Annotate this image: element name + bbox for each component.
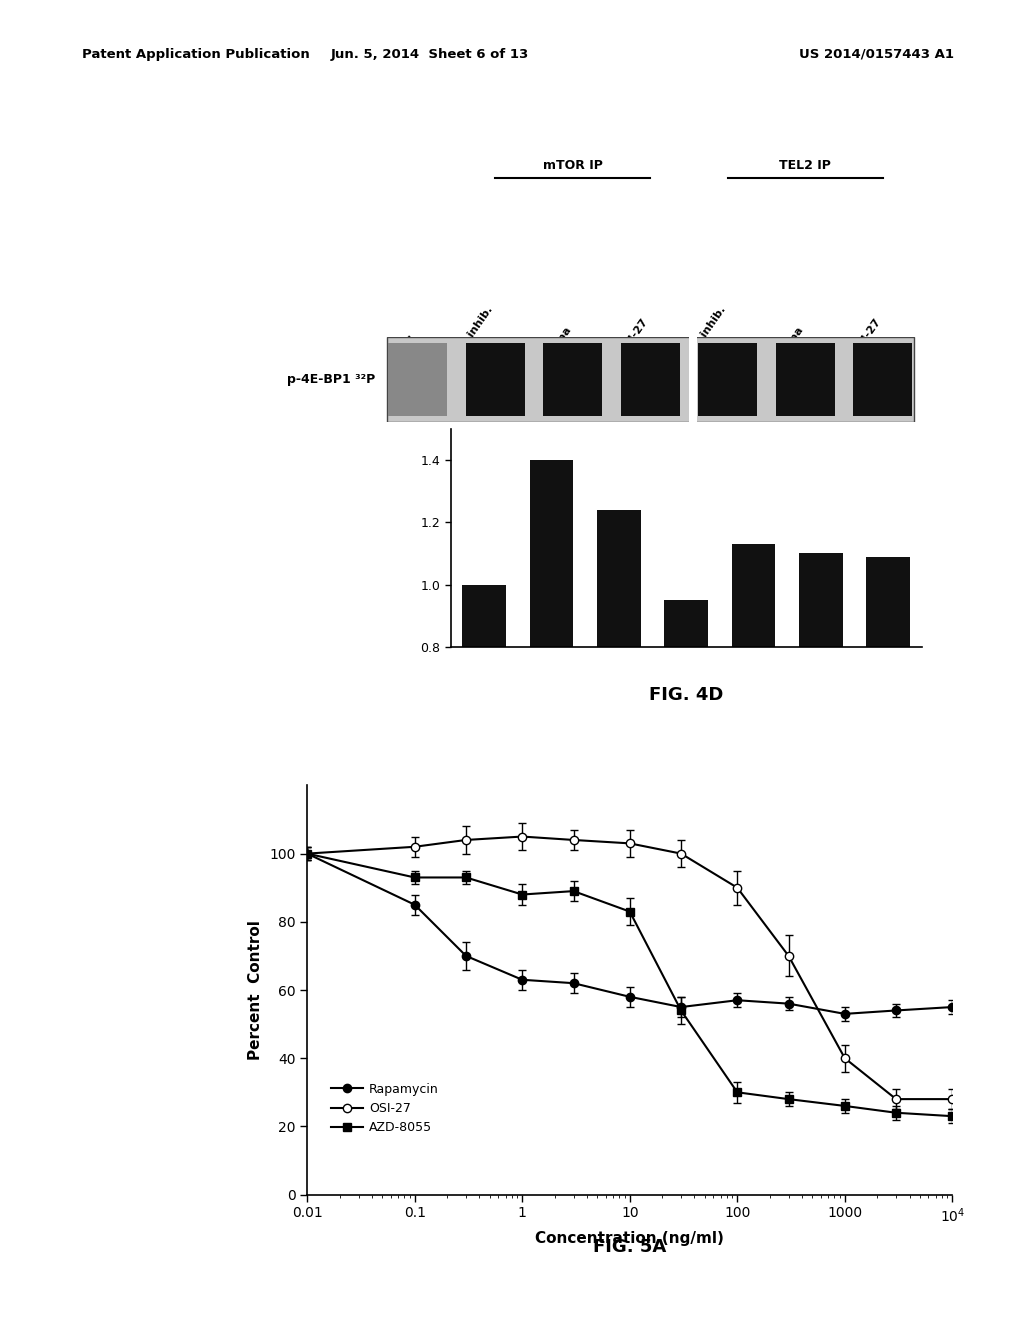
Bar: [689, 337, 696, 422]
Bar: [544, 343, 602, 416]
Text: Rapa: Rapa: [779, 325, 805, 356]
Text: Rapa: Rapa: [547, 325, 572, 356]
Text: No inhib.: No inhib.: [687, 305, 728, 356]
Bar: [665, 601, 708, 896]
Y-axis label: Percent  Control: Percent Control: [249, 920, 263, 1060]
Text: Patent Application Publication: Patent Application Publication: [82, 48, 309, 61]
Text: mTOR IP: mTOR IP: [543, 158, 603, 172]
Legend: Rapamycin, OSI-27, AZD-8055: Rapamycin, OSI-27, AZD-8055: [327, 1077, 443, 1139]
Bar: [853, 343, 912, 416]
Bar: [466, 343, 524, 416]
Bar: [776, 343, 835, 416]
Bar: [529, 461, 573, 896]
Bar: [698, 343, 757, 416]
Bar: [597, 510, 641, 896]
X-axis label: Concentration (ng/ml): Concentration (ng/ml): [536, 1230, 724, 1246]
Text: No inhib.: No inhib.: [455, 305, 496, 356]
Text: FIG. 4D: FIG. 4D: [649, 686, 723, 704]
Text: TEL2 IP: TEL2 IP: [779, 158, 831, 172]
Text: OSI-27: OSI-27: [851, 317, 883, 356]
Bar: [621, 343, 680, 416]
Bar: [731, 544, 775, 896]
Text: FIG. 5A: FIG. 5A: [593, 1238, 667, 1257]
Text: Jun. 5, 2014  Sheet 6 of 13: Jun. 5, 2014 Sheet 6 of 13: [331, 48, 529, 61]
Bar: [463, 585, 506, 896]
Text: p-4E-BP1 ³²P: p-4E-BP1 ³²P: [287, 374, 375, 385]
Text: OSI-27: OSI-27: [618, 317, 650, 356]
Text: US 2014/0157443 A1: US 2014/0157443 A1: [799, 48, 953, 61]
Bar: [388, 343, 447, 416]
Bar: [799, 553, 843, 896]
Bar: [866, 557, 909, 896]
Text: IgG: IgG: [397, 334, 418, 356]
